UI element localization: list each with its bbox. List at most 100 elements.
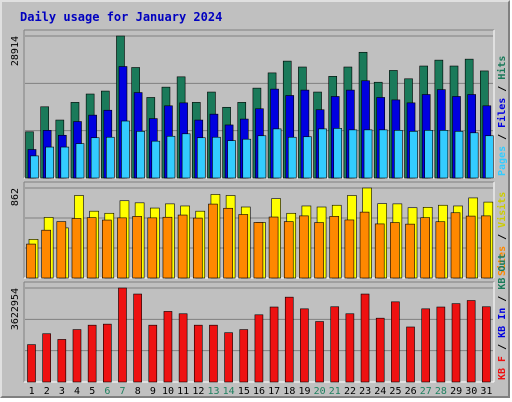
bar-pages-day-30 (469, 132, 479, 179)
legend-pages: Pages (497, 146, 508, 176)
x-tick-label-day-18: 18 (283, 386, 295, 397)
bar-pages-day-16 (257, 135, 267, 179)
x-tick-label-day-17: 17 (268, 386, 280, 397)
x-tick-label-day-10: 10 (162, 386, 174, 397)
bar-sites-day-18 (283, 221, 294, 279)
bar-sites-day-12 (192, 217, 203, 279)
bar-pages-day-11 (181, 133, 191, 179)
bar-sites-day-24 (374, 223, 385, 279)
bar-pages-day-31 (485, 135, 494, 179)
x-tick-label-day-26: 26 (405, 386, 417, 397)
legend-kb-f: KB F (497, 356, 508, 380)
bar-pages-day-9 (151, 140, 161, 179)
bar-pages-day-24 (378, 129, 388, 179)
bar-pages-day-20 (318, 128, 327, 179)
bar-pages-day-10 (166, 135, 176, 179)
bar-sites-day-6 (102, 219, 112, 279)
x-tick-label-day-30: 30 (465, 386, 477, 397)
bar-pages-day-27 (424, 130, 433, 179)
bar-kb-day-8 (133, 293, 142, 383)
bar-sites-day-23 (359, 211, 370, 279)
bar-pages-day-6 (106, 136, 115, 179)
x-tick-label-day-9: 9 (150, 386, 156, 397)
panel-1-max-label: 862 (10, 188, 21, 206)
x-tick-label-day-7: 7 (120, 386, 126, 397)
bar-sites-day-15 (238, 214, 249, 279)
bar-sites-day-10 (162, 216, 173, 279)
bar-pages-day-17 (272, 128, 282, 179)
bar-kb-day-18 (284, 296, 294, 383)
bar-sites-day-28 (435, 221, 446, 279)
bar-kb-day-24 (375, 317, 385, 383)
bar-kb-day-6 (103, 323, 112, 383)
x-tick-label-day-31: 31 (480, 386, 492, 397)
bar-kb-day-20 (315, 321, 324, 383)
bar-pages-day-26 (409, 131, 418, 179)
legend-files: Files (496, 98, 508, 128)
bar-kb-day-25 (391, 301, 400, 383)
bar-kb-day-4 (72, 329, 82, 383)
bar-pages-day-15 (242, 138, 252, 179)
bar-sites-day-8 (132, 216, 142, 279)
bar-sites-day-29 (450, 212, 461, 279)
bar-kb-day-21 (330, 306, 340, 383)
bar-kb-day-9 (148, 324, 158, 383)
x-tick-label-day-15: 15 (238, 386, 250, 397)
x-tick-label-day-4: 4 (74, 386, 80, 397)
x-tick-label-day-14: 14 (223, 386, 235, 397)
bar-sites-day-27 (420, 217, 430, 279)
x-tick-label-day-19: 19 (298, 386, 310, 397)
bar-pages-day-13 (212, 136, 221, 179)
bar-sites-day-9 (147, 217, 158, 279)
bar-kb-day-29 (451, 303, 461, 383)
x-tick-label-day-28: 28 (435, 386, 447, 397)
bar-kb-day-30 (466, 300, 476, 383)
legend-visits: Visits (496, 192, 508, 228)
legend-kb-out: KB Out (497, 254, 508, 290)
x-tick-label-day-3: 3 (59, 386, 65, 397)
x-tick-label-day-5: 5 (89, 386, 95, 397)
bar-pages-day-12 (196, 137, 206, 179)
x-tick-label-day-12: 12 (192, 386, 204, 397)
bar-pages-day-21 (333, 128, 343, 179)
bar-sites-day-14 (223, 207, 233, 279)
bar-sites-day-5 (86, 217, 97, 279)
bar-kb-day-5 (87, 324, 97, 383)
bar-pages-day-23 (363, 129, 373, 179)
bar-sites-day-19 (299, 215, 309, 279)
bar-kb-day-22 (345, 313, 355, 383)
panel-1-legend: Sites / Visits (496, 192, 508, 276)
bar-pages-day-2 (45, 146, 54, 179)
bar-pages-day-3 (60, 146, 70, 179)
bar-sites-day-22 (344, 219, 355, 279)
bar-kb-day-19 (300, 308, 309, 383)
bar-pages-day-4 (75, 143, 85, 179)
bar-sites-day-13 (208, 203, 218, 279)
bar-sites-day-17 (268, 216, 279, 279)
legend-kb-in: KB In (497, 308, 508, 338)
bar-pages-day-25 (394, 130, 403, 179)
panel-0-max-label: 28914 (10, 36, 21, 66)
x-tick-label-day-24: 24 (374, 386, 386, 397)
x-tick-label-day-8: 8 (135, 386, 141, 397)
x-tick-label-day-22: 22 (344, 386, 356, 397)
x-tick-label-day-20: 20 (314, 386, 326, 397)
panel-0-legend: Pages / Files / Hits (496, 56, 508, 176)
bar-kb-day-14 (224, 332, 233, 383)
bar-pages-day-14 (227, 140, 236, 179)
bar-kb-day-13 (209, 324, 218, 383)
bar-kb-day-17 (269, 306, 279, 383)
bar-kb-day-31 (482, 306, 491, 383)
bar-kb-day-16 (254, 314, 264, 383)
bar-kb-day-10 (163, 311, 173, 383)
bar-kb-day-28 (436, 306, 446, 383)
x-tick-label-day-6: 6 (104, 386, 110, 397)
bar-pages-day-28 (439, 130, 449, 179)
x-tick-label-day-11: 11 (177, 386, 189, 397)
panel-2-legend: KB F / KB In / KB Out (497, 254, 508, 380)
bar-sites-day-7 (117, 217, 127, 279)
bar-pages-day-19 (303, 136, 312, 179)
